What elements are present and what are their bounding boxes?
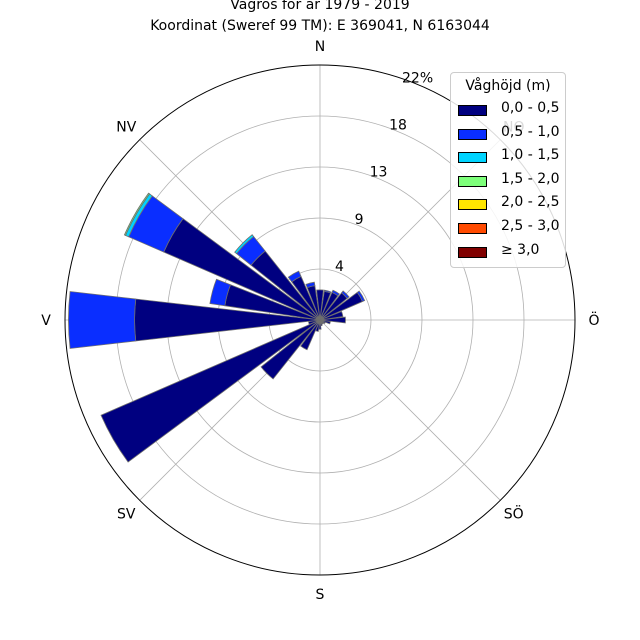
legend-swatch (458, 128, 487, 140)
bar-segment-240-0 (100, 319, 321, 463)
legend-item-4: 2,0 - 2,5 (451, 194, 565, 218)
grid-spoke (319, 319, 501, 501)
direction-label-5: SV (117, 507, 136, 523)
legend-label: ≥ 3,0 (501, 241, 540, 258)
radial-tick-label-4: 22% (402, 70, 433, 86)
legend: Våghöjd (m) 0,0 - 0,5 0,5 - 1,0 1,0 - 1,5 1… (450, 72, 566, 268)
bar-segment-315-2 (234, 234, 255, 255)
legend-label: 1,0 - 1,5 (501, 147, 560, 164)
bar-segment-255-0 (308, 319, 321, 325)
legend-swatch (458, 152, 487, 164)
bar-segment-270-1 (68, 291, 137, 349)
radial-tick-label-0: 4 (335, 259, 344, 275)
bar-segment-90-0 (319, 316, 346, 324)
bar-segment-345-1 (305, 281, 316, 289)
bar-segment-30-1 (331, 289, 340, 297)
legend-swatch (458, 105, 487, 116)
legend-label: 0,5 - 1,0 (501, 123, 560, 140)
chart-subtitle: Koordinat (Sweref 99 TM): E 369041, N 61… (150, 18, 490, 34)
radial-tick-label-2: 13 (370, 165, 388, 181)
direction-label-6: V (41, 313, 51, 329)
outer-circle (64, 64, 576, 576)
legend-item-0: 0,0 - 0,5 (451, 100, 565, 124)
legend-swatch (458, 222, 487, 234)
bar-segment-330-1 (287, 270, 302, 283)
legend-label: 2,5 - 3,0 (501, 217, 560, 234)
direction-label-2: Ö (588, 311, 599, 329)
direction-label-3: SÖ (504, 505, 524, 523)
direction-label-7: NV (116, 119, 136, 135)
legend-label: 1,5 - 2,0 (501, 170, 560, 187)
bar-segment-300-3 (123, 192, 151, 236)
legend-swatch (458, 175, 487, 187)
bar-segment-60-1 (356, 290, 366, 303)
bar-segment-225-0 (260, 319, 321, 380)
legend-rows: 0,0 - 0,5 0,5 - 1,0 1,0 - 1,5 1,5 - 2,0 2,0 … (451, 100, 565, 265)
bar-segment-75-0 (319, 310, 344, 321)
legend-item-6: ≥ 3,0 (451, 242, 565, 266)
legend-item-5: 2,5 - 3,0 (451, 218, 565, 242)
direction-label-0: N (315, 39, 325, 55)
direction-label-4: S (316, 587, 325, 603)
legend-title: Våghöjd (m) (465, 78, 551, 94)
bar-segment-15-1 (323, 289, 332, 294)
legend-swatch (458, 199, 487, 211)
bar-segment-0-0 (316, 289, 324, 321)
radial-tick-label-3: 18 (389, 118, 407, 134)
bar-segment-285-1 (209, 278, 232, 307)
radial-tick-label-1: 9 (355, 212, 364, 228)
legend-item-1: 0,5 - 1,0 (451, 124, 565, 148)
legend-item-2: 1,0 - 1,5 (451, 147, 565, 171)
chart-title: Vågros för år 1979 - 2019 (230, 0, 410, 13)
bars-layer (68, 192, 366, 463)
bar-segment-210-0 (300, 319, 321, 351)
legend-label: 0,0 - 0,5 (501, 100, 560, 116)
legend-swatch (458, 246, 487, 258)
legend-label: 2,0 - 2,5 (501, 194, 560, 211)
bar-segment-45-1 (341, 290, 350, 299)
legend-item-3: 1,5 - 2,0 (451, 171, 565, 195)
